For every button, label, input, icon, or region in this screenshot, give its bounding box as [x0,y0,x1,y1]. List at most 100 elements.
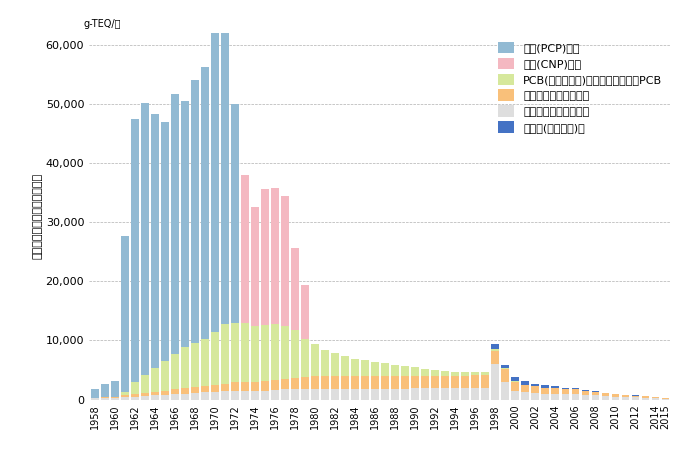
Bar [382,376,389,389]
Bar [301,389,309,400]
Bar [451,372,459,376]
Bar [542,385,549,388]
Bar [191,387,199,393]
Bar [341,356,349,376]
Y-axis label: ダイオキシン類の環境排出量: ダイオキシン類の環境排出量 [33,173,42,259]
Bar [212,331,219,385]
Bar [282,379,289,390]
Bar [571,390,579,394]
Bar [101,384,109,397]
Bar [551,386,559,388]
Bar [321,376,329,389]
Bar [282,390,289,400]
Bar [182,388,189,393]
Bar [282,196,289,326]
Bar [341,376,349,389]
Bar [171,390,179,394]
Bar [101,397,109,398]
Bar [241,323,249,383]
Bar [111,397,119,398]
Bar [582,395,589,400]
Bar [562,394,569,400]
Bar [241,175,249,323]
Bar [362,360,369,376]
Bar [542,393,549,400]
Bar [312,344,319,376]
Bar [232,323,239,383]
Bar [482,375,489,388]
Bar [512,377,519,381]
Bar [462,388,469,400]
Bar [132,394,139,397]
Bar [251,391,259,400]
Bar [341,389,349,400]
Bar [471,375,479,388]
Bar [462,376,469,388]
Bar [232,383,239,391]
Bar [632,398,639,400]
Bar [562,390,569,394]
Bar [501,369,509,382]
Bar [582,390,589,391]
Bar [362,376,369,389]
Bar [621,395,629,397]
Bar [651,398,659,400]
Bar [232,391,239,400]
Bar [592,391,599,392]
Bar [542,388,549,393]
Bar [621,397,629,400]
Bar [362,389,369,400]
Bar [421,369,429,376]
Bar [201,386,209,392]
Bar [501,365,509,368]
Bar [262,381,269,391]
Bar [221,0,229,324]
Bar [482,372,489,375]
Bar [132,119,139,383]
Bar [151,395,159,400]
Bar [232,104,239,323]
Bar [312,376,319,389]
Bar [612,394,619,397]
Bar [642,398,649,400]
Bar [351,359,359,376]
Bar [282,326,289,379]
Bar [271,188,279,324]
Bar [491,351,499,364]
Bar [421,376,429,388]
Bar [521,385,529,392]
Bar [462,372,469,376]
Bar [532,384,539,386]
Bar [132,383,139,394]
Bar [212,385,219,392]
Bar [382,389,389,400]
Bar [111,381,119,397]
Bar [601,392,609,393]
Bar [301,377,309,389]
Bar [571,388,579,390]
Bar [491,364,499,400]
Bar [382,363,389,376]
Bar [332,353,339,376]
Bar [432,370,439,376]
Bar [532,386,539,393]
Bar [562,388,569,390]
Bar [271,390,279,400]
Bar [141,375,149,393]
Bar [182,102,189,347]
Bar [351,376,359,389]
Bar [351,389,359,400]
Bar [141,396,149,400]
Bar [251,326,259,382]
Bar [551,388,559,393]
Bar [491,349,499,351]
Bar [421,388,429,400]
Bar [512,382,519,391]
Bar [451,388,459,400]
Bar [441,371,449,376]
Bar [391,365,399,376]
Bar [412,376,419,388]
Bar [662,399,669,400]
Bar [121,392,129,395]
Bar [601,396,609,400]
